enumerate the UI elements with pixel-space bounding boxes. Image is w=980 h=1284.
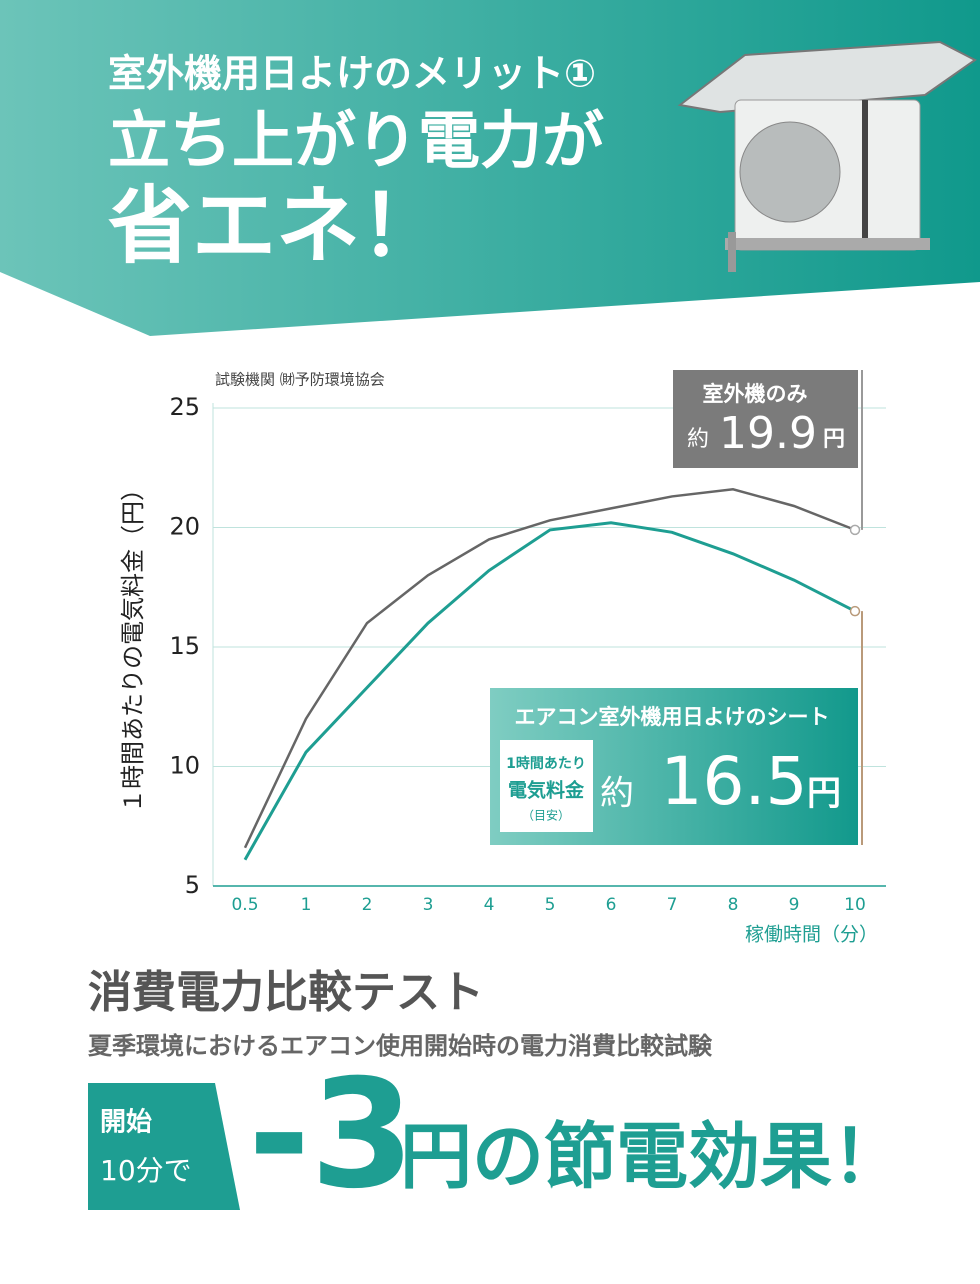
y-tick-label: 25 (169, 393, 200, 421)
source: 試験機関 ㈶予防環境協会 (215, 371, 385, 389)
plot: 5 10 15 20 25 0.5 1 2 3 4 5 6 7 8 9 10 (169, 370, 886, 915)
x-tick-label: 0.5 (231, 895, 258, 915)
footer-subtitle: 夏季環境におけるエアコン使用開始時の電力消費比較試験 (88, 1032, 713, 1060)
x-tick-label: 10 (844, 895, 866, 915)
tagline: 円の節電効果！ (400, 1115, 904, 1199)
y-tick-label: 15 (169, 632, 200, 660)
end-point (849, 605, 861, 617)
badge (88, 1083, 240, 1210)
callout-title: エアコン室外機用日よけのシート (515, 705, 830, 729)
y-tick-label: 20 (169, 513, 200, 541)
x-tick-label: 6 (606, 895, 617, 915)
badge-text: 10分で (100, 1154, 192, 1187)
note-box (500, 740, 593, 832)
y-axis-label: １時間あたりの電気料金（円） (119, 477, 147, 813)
end-point (849, 524, 861, 536)
callout-prefix: 約 (687, 427, 709, 452)
series-line (243, 487, 856, 849)
x-axis-label: 稼働時間（分） (745, 924, 878, 946)
data-label: 16.5 (661, 743, 808, 820)
callout-unit: 円 (823, 427, 845, 452)
x-tick-label: 4 (484, 895, 495, 915)
y-tick-label: 5 (185, 871, 200, 899)
data-label: 19.9 (719, 408, 817, 459)
note: 電気料金 (508, 779, 585, 802)
ac-illustration (677, 40, 977, 272)
callout-title: 室外機のみ (703, 382, 808, 406)
note: （目安） (522, 808, 570, 823)
badge-text: 開始 (100, 1108, 152, 1138)
title: 立ち上がり電力が (108, 104, 604, 177)
x-tick-label: 5 (545, 895, 556, 915)
y-tick-label: 10 (169, 752, 200, 780)
eyebrow: 室外機用日よけのメリット① (108, 52, 596, 96)
callout-box (673, 370, 858, 468)
note: 1時間あたり (506, 755, 586, 772)
x-tick-label: 9 (789, 895, 800, 915)
footer-title: 消費電力比較テスト (88, 967, 484, 1018)
title: 省エネ！ (108, 177, 444, 275)
x-tick-label: 2 (362, 895, 373, 915)
x-tick-label: 3 (423, 895, 434, 915)
x-tick-label: 8 (728, 895, 739, 915)
callout-unit: 円 (807, 774, 841, 814)
x-tick-label: 1 (301, 895, 312, 915)
callout-prefix: 約 (600, 774, 634, 814)
big-number: -3 (248, 1048, 415, 1222)
x-tick-label: 7 (667, 895, 678, 915)
series-line (243, 521, 856, 861)
